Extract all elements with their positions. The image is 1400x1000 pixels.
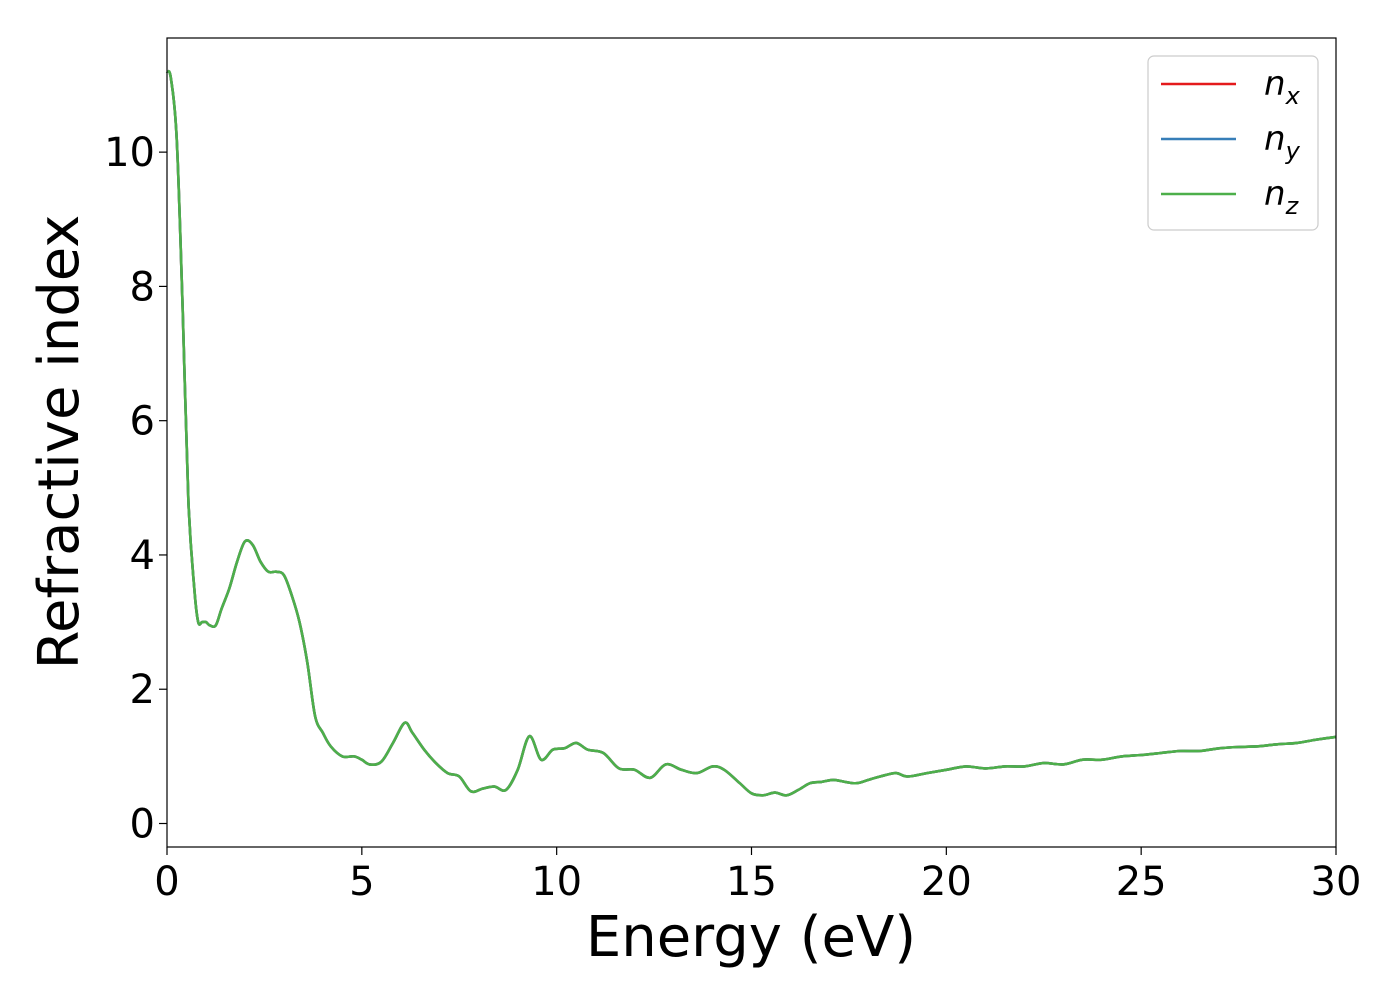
legend-box (1147, 55, 1319, 231)
legend-label-n_y: ny (1264, 119, 1301, 165)
y-tick-label: 6 (130, 399, 155, 445)
x-axis-ticks: 0 5 10 15 20 25 30 (154, 847, 1361, 905)
legend-label-subscript: y (1285, 137, 1301, 165)
legend-label-subscript: x (1285, 82, 1301, 110)
legend-label-main: n (1264, 174, 1286, 214)
y-axis-ticks: 0 2 4 6 8 10 (104, 130, 167, 848)
x-tick-label: 20 (921, 859, 972, 905)
legend-label-main: n (1264, 119, 1286, 159)
x-tick-label: 25 (1116, 859, 1167, 905)
x-tick-label: 15 (726, 859, 777, 905)
series-line-n_z (165, 69, 1337, 797)
x-tick-label: 30 (1311, 859, 1362, 905)
legend-label-n_x: nx (1264, 64, 1301, 110)
series-layer (165, 69, 1337, 797)
y-tick-label: 0 (130, 802, 155, 848)
y-tick-label: 8 (130, 264, 155, 310)
x-tick-label: 0 (154, 859, 179, 905)
x-tick-label: 5 (349, 859, 374, 905)
y-tick-label: 2 (130, 667, 155, 713)
legend-label-n_z: nz (1264, 174, 1300, 220)
y-tick-label: 4 (130, 533, 155, 579)
x-tick-label: 10 (531, 859, 582, 905)
y-tick-label: 10 (104, 130, 155, 176)
legend-label-subscript: z (1285, 192, 1300, 220)
y-axis-title: Refractive index (27, 215, 92, 670)
x-axis-title: Energy (eV) (586, 905, 916, 970)
legend-label-main: n (1264, 64, 1286, 104)
